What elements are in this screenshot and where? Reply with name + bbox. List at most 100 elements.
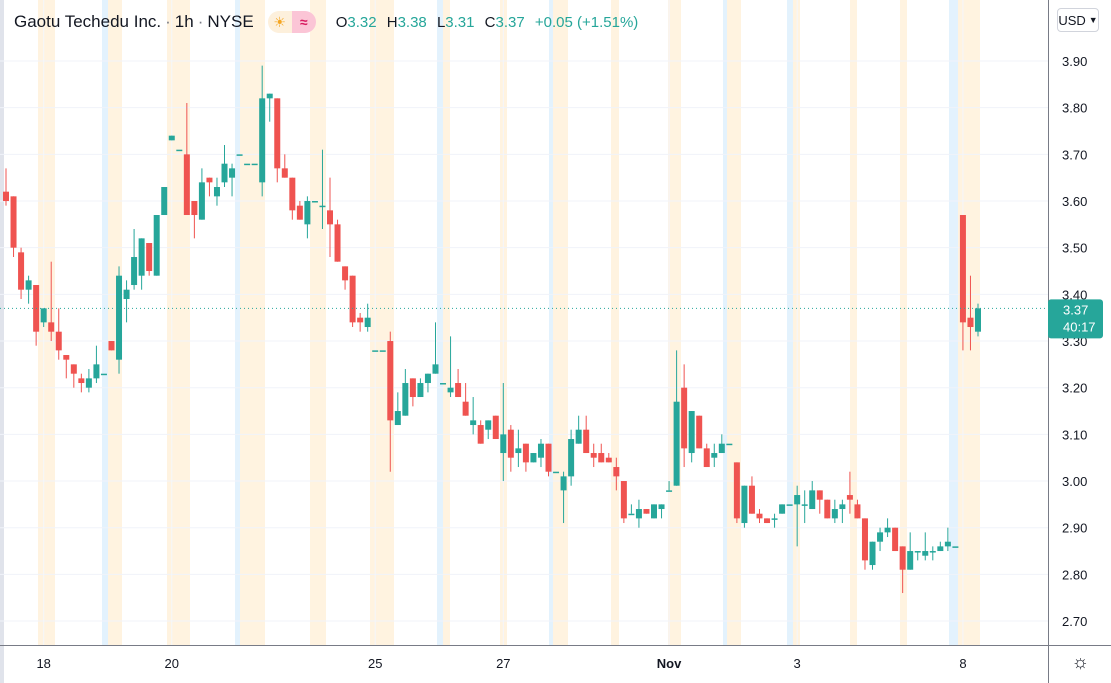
candle[interactable]: [643, 509, 650, 514]
candle[interactable]: [959, 215, 966, 351]
candle[interactable]: [696, 415, 703, 449]
candle[interactable]: [877, 527, 884, 552]
candle[interactable]: [937, 541, 944, 552]
candle[interactable]: [3, 168, 9, 206]
candle[interactable]: [402, 369, 409, 416]
candle[interactable]: [658, 504, 665, 519]
candle[interactable]: [869, 541, 876, 570]
candle[interactable]: [515, 429, 522, 468]
sun-icon[interactable]: ☀: [267, 11, 292, 33]
candle[interactable]: [40, 308, 47, 328]
candle[interactable]: [628, 504, 635, 516]
candle[interactable]: [440, 383, 447, 385]
candle[interactable]: [899, 546, 906, 594]
candle[interactable]: [342, 266, 349, 290]
candle[interactable]: [801, 490, 808, 524]
candle[interactable]: [929, 546, 936, 561]
candle[interactable]: [131, 229, 138, 290]
candle[interactable]: [485, 420, 492, 440]
candle[interactable]: [55, 308, 62, 360]
candle[interactable]: [673, 350, 680, 486]
candle[interactable]: [462, 383, 469, 416]
candle[interactable]: [839, 499, 846, 524]
candle[interactable]: [748, 476, 755, 514]
candle[interactable]: [816, 490, 823, 514]
candle[interactable]: [907, 532, 914, 570]
interval-label[interactable]: 1h: [174, 12, 194, 31]
candle[interactable]: [824, 499, 831, 519]
candle[interactable]: [274, 98, 281, 183]
candle[interactable]: [854, 499, 861, 519]
candle[interactable]: [944, 527, 951, 552]
candle[interactable]: [861, 518, 868, 570]
candle[interactable]: [123, 280, 130, 323]
candle[interactable]: [545, 443, 552, 477]
candle[interactable]: [161, 187, 168, 216]
candle[interactable]: [191, 201, 198, 239]
candle[interactable]: [85, 369, 92, 393]
candle[interactable]: [417, 378, 424, 398]
candle[interactable]: [500, 383, 507, 482]
candle[interactable]: [455, 369, 462, 398]
candle[interactable]: [952, 546, 959, 548]
candle[interactable]: [251, 163, 258, 166]
candle[interactable]: [764, 518, 771, 524]
candle[interactable]: [198, 168, 205, 220]
candle[interactable]: [711, 443, 718, 468]
candle[interactable]: [688, 411, 695, 463]
candle[interactable]: [507, 425, 514, 472]
candle[interactable]: [93, 345, 100, 384]
candle[interactable]: [733, 462, 740, 524]
candle[interactable]: [756, 509, 763, 524]
candle[interactable]: [48, 261, 55, 342]
candle[interactable]: [635, 499, 642, 528]
candle[interactable]: [372, 350, 379, 352]
candle[interactable]: [387, 331, 394, 472]
candle[interactable]: [100, 373, 107, 376]
candle[interactable]: [229, 163, 236, 197]
candle[interactable]: [892, 527, 899, 552]
candle[interactable]: [846, 471, 853, 514]
candle[interactable]: [522, 443, 529, 472]
candle[interactable]: [884, 518, 891, 538]
candle[interactable]: [327, 177, 333, 258]
candle[interactable]: [967, 275, 974, 351]
candle[interactable]: [409, 378, 416, 407]
candle[interactable]: [492, 415, 499, 440]
candle[interactable]: [379, 350, 386, 352]
candle[interactable]: [771, 513, 778, 528]
candle[interactable]: [349, 275, 356, 328]
candle[interactable]: [176, 149, 183, 152]
candle[interactable]: [447, 336, 454, 398]
candle[interactable]: [168, 135, 175, 141]
candle[interactable]: [364, 303, 371, 332]
candle[interactable]: [809, 481, 816, 510]
candle[interactable]: [394, 392, 401, 426]
candle[interactable]: [259, 65, 266, 197]
candle[interactable]: [296, 201, 303, 220]
wave-icon[interactable]: ≈: [291, 11, 316, 33]
candle[interactable]: [319, 149, 326, 230]
candle[interactable]: [537, 439, 544, 468]
candle[interactable]: [432, 322, 439, 374]
candle[interactable]: [786, 504, 793, 506]
candle[interactable]: [741, 485, 748, 528]
candle[interactable]: [25, 275, 32, 304]
candle[interactable]: [213, 177, 220, 206]
candle[interactable]: [553, 471, 560, 474]
candle[interactable]: [63, 355, 70, 379]
candle[interactable]: [304, 196, 311, 239]
candle[interactable]: [703, 443, 710, 468]
candle[interactable]: [583, 415, 590, 454]
candle[interactable]: [605, 453, 612, 463]
candle[interactable]: [620, 481, 627, 524]
candle[interactable]: [922, 532, 929, 561]
candle[interactable]: [146, 243, 153, 276]
candle[interactable]: [794, 485, 801, 547]
candle[interactable]: [831, 499, 838, 524]
candle[interactable]: [575, 415, 582, 444]
candle[interactable]: [116, 266, 123, 374]
candle[interactable]: [590, 443, 597, 468]
candle[interactable]: [424, 373, 431, 393]
candle[interactable]: [18, 247, 25, 300]
